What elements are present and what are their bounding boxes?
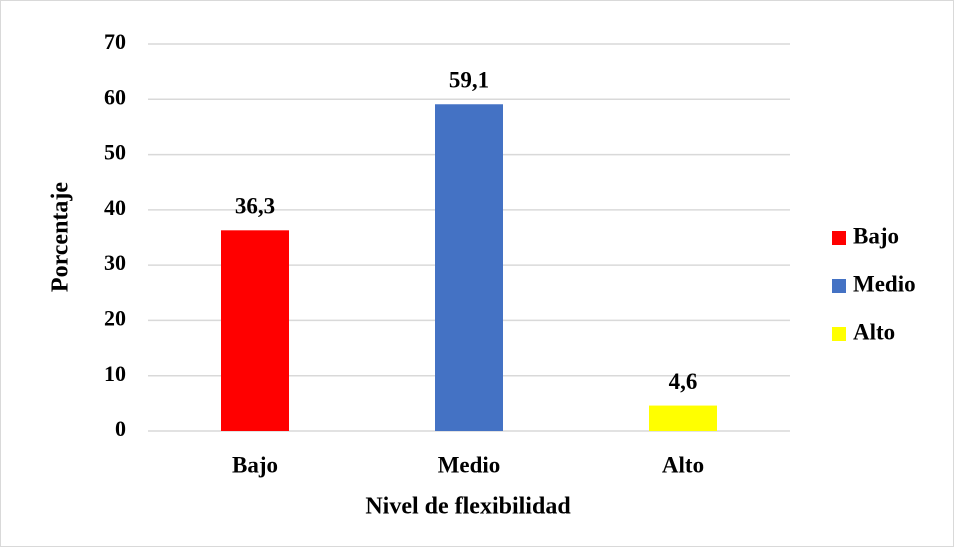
y-tick-label: 10 — [104, 361, 126, 386]
data-label: 59,1 — [449, 68, 489, 93]
y-tick-label: 50 — [104, 140, 126, 165]
x-tick-label: Bajo — [232, 452, 278, 477]
bar — [435, 104, 503, 432]
y-tick-label: 20 — [104, 305, 126, 330]
data-label: 36,3 — [235, 194, 275, 219]
bar — [649, 405, 717, 431]
y-tick-label: 30 — [104, 250, 126, 275]
legend-swatch — [832, 279, 846, 293]
y-tick-label: 0 — [115, 416, 126, 441]
legend-label: Medio — [853, 271, 916, 296]
y-tick-label: 70 — [104, 29, 126, 54]
y-tick-label: 60 — [104, 84, 126, 109]
x-tick-label: Medio — [438, 452, 501, 477]
legend-label: Bajo — [853, 223, 899, 248]
legend-swatch — [832, 231, 846, 245]
x-tick-label: Alto — [662, 452, 704, 477]
legend-swatch — [832, 327, 846, 341]
y-axis-title: Porcentaje — [48, 182, 74, 293]
data-label: 4,6 — [669, 369, 698, 394]
y-tick-label: 40 — [104, 195, 126, 220]
bar — [221, 230, 289, 431]
legend-label: Alto — [853, 319, 895, 344]
x-axis-title: Nivel de flexibilidad — [365, 494, 571, 520]
